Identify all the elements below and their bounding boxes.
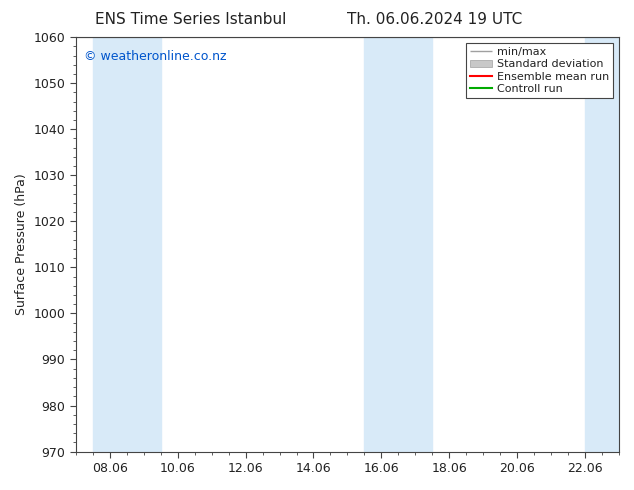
Bar [585, 37, 619, 452]
Text: © weatheronline.co.nz: © weatheronline.co.nz [84, 49, 226, 63]
Bar [365, 37, 432, 452]
Bar [93, 37, 160, 452]
Legend: min/max, Standard deviation, Ensemble mean run, Controll run: min/max, Standard deviation, Ensemble me… [465, 43, 614, 98]
Y-axis label: Surface Pressure (hPa): Surface Pressure (hPa) [15, 173, 28, 315]
Text: Th. 06.06.2024 19 UTC: Th. 06.06.2024 19 UTC [347, 12, 522, 27]
Text: ENS Time Series Istanbul: ENS Time Series Istanbul [94, 12, 286, 27]
